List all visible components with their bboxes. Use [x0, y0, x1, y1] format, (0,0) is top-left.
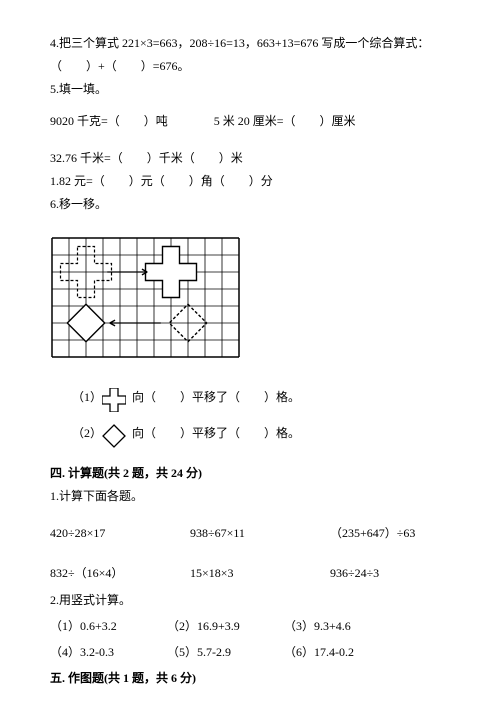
- q5-text: 填一填。: [59, 82, 107, 96]
- q4-line2: （ ）+（ ）=676。: [50, 55, 450, 78]
- q6-num: 6.: [50, 197, 59, 211]
- sec4-title: 四. 计算题(共 2 题，共 24 分): [50, 462, 450, 485]
- c2-r1c2: （2）16.9+3.9: [167, 615, 262, 638]
- calc-r2c1: 832÷（16×4）: [50, 562, 150, 585]
- q6-text: 移一移。: [59, 197, 107, 211]
- q4-line1: 4.把三个算式 221×3=663，208÷16=13，663+13=676 写…: [50, 32, 450, 55]
- c2-r1c1: （1）0.6+3.2: [50, 615, 145, 638]
- q5-line: 5.填一填。: [50, 78, 450, 101]
- calc-r2c3: 936÷24÷3: [330, 562, 430, 585]
- calc-r1c1: 420÷28×17: [50, 522, 150, 545]
- c2-r1c3: （3）9.3+4.6: [284, 615, 379, 638]
- c2-r2c2: （5）5.7-2.9: [167, 641, 262, 664]
- calc2-row2: （4）3.2-0.3 （5）5.7-2.9 （6）17.4-0.2: [50, 641, 450, 664]
- calc2-row1: （1）0.6+3.2 （2）16.9+3.9 （3）9.3+4.6: [50, 615, 450, 638]
- q5-l1a: 9020 千克=（ ）吨: [50, 114, 168, 128]
- calc-row2: 832÷（16×4） 15×18×3 936÷24÷3: [50, 562, 450, 585]
- calc-r2c2: 15×18×3: [190, 562, 290, 585]
- sec4-q1: 1.计算下面各题。: [50, 485, 450, 508]
- calc-r1c2: 938÷67×11: [190, 522, 290, 545]
- grid-figure: [50, 236, 450, 367]
- q4-num: 4.: [50, 36, 59, 50]
- c2-r2c3: （6）17.4-0.2: [284, 641, 379, 664]
- calc-row1: 420÷28×17 938÷67×11 （235+647）÷63: [50, 522, 450, 545]
- q5-l1: 9020 千克=（ ）吨 5 米 20 厘米=（ ）厘米: [50, 110, 450, 133]
- q6-line: 6.移一移。: [50, 193, 450, 216]
- q4-text: 把三个算式 221×3=663，208÷16=13，663+13=676 写成一…: [59, 36, 429, 50]
- c2-r2c1: （4）3.2-0.3: [50, 641, 145, 664]
- calc-r1c3: （235+647）÷63: [330, 522, 430, 545]
- sec5-title: 五. 作图题(共 1 题，共 6 分): [50, 667, 450, 690]
- q5-l1b: 5 米 20 厘米=（ ）厘米: [214, 114, 356, 128]
- sec4-q2: 2.用竖式计算。: [50, 589, 450, 612]
- q5-l3: 1.82 元=（ ）元（ ）角（ ）分: [50, 170, 450, 193]
- q5-num: 5.: [50, 82, 59, 96]
- q5-l2: 32.76 千米=（ ）千米（ ）米: [50, 147, 450, 170]
